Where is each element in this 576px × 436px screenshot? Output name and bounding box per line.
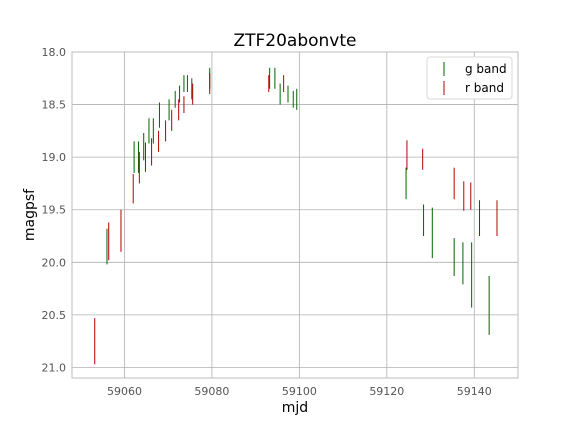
legend-label-g-band: g band xyxy=(465,62,507,76)
y-tick-label: 20.5 xyxy=(42,309,67,322)
x-tick-label: 59060 xyxy=(107,385,142,398)
y-tick-label: 21.0 xyxy=(42,361,67,374)
y-tick-label: 18.5 xyxy=(42,99,67,112)
x-tick-label: 59120 xyxy=(369,385,404,398)
data-layer xyxy=(94,67,498,365)
y-tick-label: 19.0 xyxy=(42,151,67,164)
legend-box xyxy=(426,56,513,100)
x-tick-label: 59100 xyxy=(282,385,317,398)
series-r-band xyxy=(94,73,498,365)
tick-labels: 59060 59080 59100 59120 59140 18.0 18.5 19.0 19.… xyxy=(42,46,492,398)
series-g-band xyxy=(106,67,490,335)
y-axis-label: magpsf xyxy=(22,188,38,241)
grid xyxy=(72,51,518,378)
x-tick-label: 59080 xyxy=(194,385,229,398)
y-tick-label: 18.0 xyxy=(42,46,67,59)
legend-label-r-band: r band xyxy=(465,81,504,95)
plot-frame xyxy=(71,51,519,379)
x-tick-label: 59140 xyxy=(457,385,492,398)
chart-title: ZTF20abonvte xyxy=(233,31,356,51)
y-tick-label: 19.5 xyxy=(42,204,67,217)
y-tick-label: 20.0 xyxy=(42,256,67,269)
x-axis-label: mjd xyxy=(282,400,308,416)
legend: g band r band xyxy=(426,56,513,100)
